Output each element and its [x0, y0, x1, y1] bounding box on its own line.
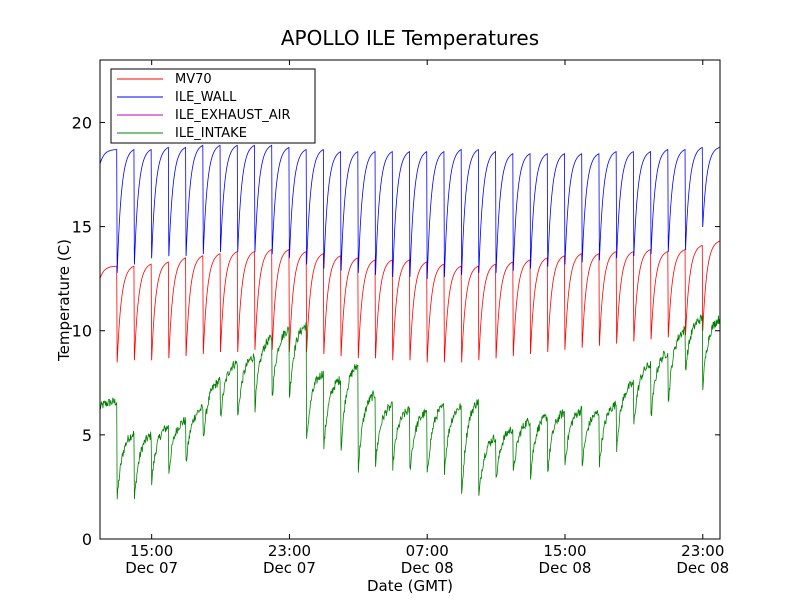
x-tick-label-date: Dec 07: [125, 559, 178, 577]
plot-area-frame: [99, 59, 721, 540]
x-tick-label-time: 15:00: [130, 542, 173, 560]
x-tick-label-time: 07:00: [406, 542, 449, 560]
x-axis-label: Date (GMT): [367, 577, 453, 595]
x-tick-label-date: Dec 08: [676, 559, 729, 577]
x-tick-label-date: Dec 08: [401, 559, 454, 577]
y-tick-label: 15: [72, 218, 92, 237]
x-tick-label-date: Dec 08: [539, 559, 592, 577]
legend-label: MV70: [175, 72, 212, 87]
x-tick-label-date: Dec 07: [263, 559, 316, 577]
chart-title: APOLLO ILE Temperatures: [281, 26, 539, 50]
legend-box: [110, 68, 316, 144]
y-tick-label: 0: [82, 530, 92, 549]
legend-label: ILE_WALL: [175, 90, 237, 105]
legend-label: ILE_INTAKE: [175, 126, 247, 141]
y-tick-label: 5: [82, 426, 92, 445]
series-line-mv70: [100, 240, 720, 363]
y-tick-label: 10: [72, 322, 92, 341]
x-tick-label-time: 23:00: [681, 542, 724, 560]
legend-label: ILE_EXHAUST_AIR: [175, 108, 291, 123]
x-tick-label-time: 23:00: [268, 542, 311, 560]
y-axis-label: Temperature (C): [55, 239, 73, 362]
series-line-ile-intake: [100, 314, 720, 500]
series-layer: [100, 144, 720, 500]
y-tick-label: 20: [72, 113, 92, 132]
legend: MV70 ILE_WALL ILE_EXHAUST_AIR ILE_INTAKE: [110, 68, 316, 144]
x-tick-label-time: 15:00: [543, 542, 586, 560]
series-line-ile-wall: [100, 144, 720, 280]
y-axis: 0 5 10 15 20: [72, 113, 720, 549]
